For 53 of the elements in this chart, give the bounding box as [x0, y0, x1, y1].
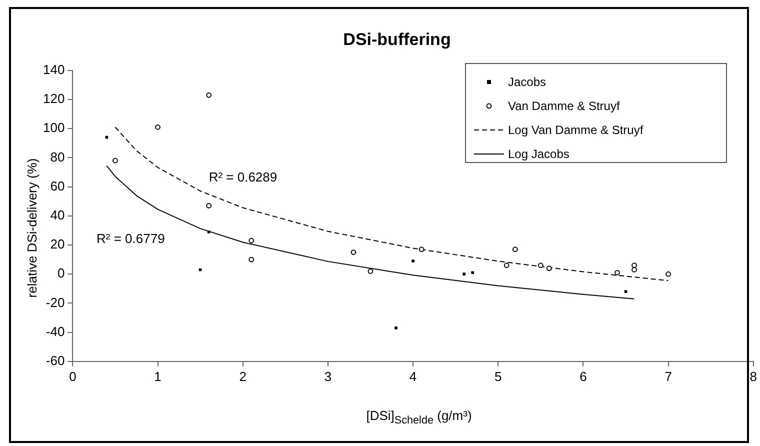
point — [632, 267, 637, 272]
point — [614, 270, 620, 276]
x-axis-title: [DSi]$_{Schelde}$ (g/m³) — [366, 408, 472, 427]
point — [248, 256, 254, 262]
y-axis-title: relative DSi-delivery (%) — [24, 158, 40, 298]
point — [350, 250, 356, 255]
point — [248, 238, 254, 244]
point — [155, 124, 160, 130]
point — [546, 266, 552, 271]
y-tick-label: 40 — [50, 207, 65, 222]
point — [412, 260, 414, 262]
annotation: R² = 0.6289 — [208, 170, 278, 185]
legend-label: Log Jacobs — [508, 147, 570, 161]
point — [666, 271, 671, 277]
point — [368, 268, 374, 274]
x-tick-label: 2 — [239, 368, 246, 384]
y-tick-label: 20 — [50, 236, 65, 252]
line-series — [114, 126, 669, 282]
x-tick-label: 3 — [324, 368, 332, 384]
y-tick-label: 0 — [57, 266, 65, 281]
y-tick-label: -20 — [46, 294, 65, 310]
point — [632, 262, 637, 268]
point — [462, 272, 466, 276]
point — [624, 290, 628, 293]
y-tick-label: 120 — [42, 91, 65, 106]
point — [206, 92, 212, 98]
y-tick-label: -60 — [46, 352, 65, 368]
point — [538, 262, 544, 268]
x-tick-label: 0 — [69, 368, 76, 384]
point — [471, 271, 474, 274]
legend-label: Jacobs — [508, 75, 546, 89]
point — [207, 230, 210, 234]
point — [206, 203, 212, 208]
y-tick-label: 140 — [42, 62, 65, 77]
y-tick-label: -40 — [46, 324, 65, 339]
point — [512, 246, 518, 252]
chart-title: DSi-buffering — [343, 30, 451, 49]
y-tick-label: 60 — [50, 178, 65, 194]
x-tick-label: 8 — [750, 368, 757, 384]
point — [394, 326, 398, 330]
legend-label: Log Van Damme & Struyf — [508, 123, 644, 137]
annotation: R² = 0.6779 — [96, 230, 165, 246]
x-tick-label: 5 — [494, 368, 502, 384]
y-tick-label: 80 — [50, 149, 65, 164]
point — [112, 158, 118, 164]
legend-label: Van Damme & Struyf — [508, 99, 620, 113]
x-tick-label: 6 — [580, 368, 587, 384]
point — [504, 262, 510, 268]
point — [418, 246, 424, 252]
x-tick-label: 1 — [154, 368, 162, 384]
x-tick-label: 7 — [664, 368, 672, 384]
x-tick-label: 4 — [409, 368, 417, 384]
y-tick-label: 100 — [42, 120, 65, 136]
